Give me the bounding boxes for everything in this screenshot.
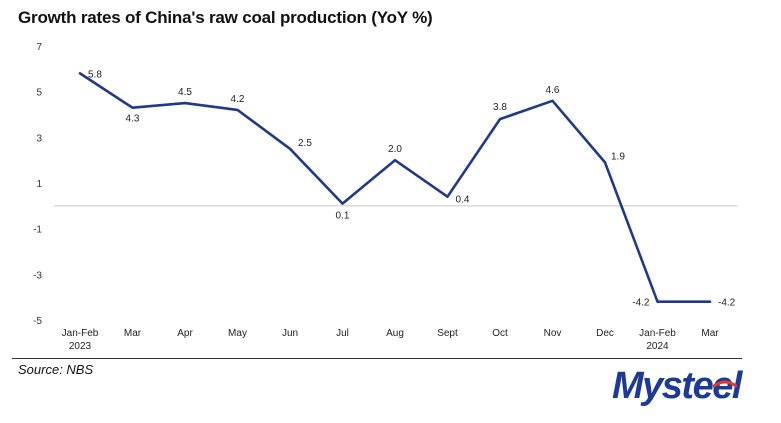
x-tick-label: Oct [492, 328, 508, 339]
x-tick-label: Dec [596, 328, 614, 339]
x-tick-label: Jul [336, 328, 349, 339]
x-tick-label: Sept [437, 328, 458, 339]
y-axis: 7 5 3 1 -1 -3 -5 [33, 42, 42, 327]
x-year-label: 2023 [69, 341, 92, 352]
chart-title: Growth rates of China's raw coal product… [18, 8, 433, 27]
x-tick-label: Nov [544, 328, 562, 339]
y-tick-label: 3 [36, 133, 42, 144]
data-label: -4.2 [718, 298, 736, 309]
x-tick-label: Mar [124, 328, 142, 339]
data-label: 4.3 [126, 114, 140, 125]
data-label: -4.2 [632, 298, 650, 309]
data-label: 4.2 [231, 94, 245, 105]
data-label: 2.0 [388, 144, 402, 155]
series-line [78, 72, 712, 304]
x-tick-label: May [228, 328, 247, 339]
data-labels: 5.8 4.3 4.5 4.2 2.5 0.1 2.0 0.4 3.8 4.6 1.9 -4.2 -4.… [88, 69, 736, 308]
x-tick-label: Jan-Feb [62, 328, 99, 339]
y-tick-label: -3 [33, 270, 42, 281]
data-label: 1.9 [611, 151, 625, 162]
data-label: 4.5 [178, 87, 192, 98]
x-tick-label: Jan-Feb [639, 328, 676, 339]
source-note: Source: NBS [18, 362, 94, 377]
footer-divider [12, 358, 742, 359]
y-tick-label: -5 [33, 316, 42, 327]
x-tick-label: Aug [386, 328, 404, 339]
data-label: 4.6 [546, 85, 560, 96]
data-label: 3.8 [493, 102, 507, 113]
y-tick-label: 1 [36, 179, 42, 190]
logo-accent-icon [713, 380, 737, 388]
y-tick-label: 5 [36, 88, 42, 99]
x-tick-label: Apr [177, 328, 193, 339]
mysteel-logo: Mysteel [612, 365, 742, 407]
data-label: 2.5 [298, 138, 312, 149]
series-group [78, 72, 712, 304]
data-label: 0.4 [456, 195, 470, 206]
line-chart: 7 5 3 1 -1 -3 -5 Jan-Feb Mar Apr May Jun Jul Aug Sept… [33, 42, 738, 352]
data-label: 0.1 [336, 211, 350, 222]
x-axis: Jan-Feb Mar Apr May Jun Jul Aug Sept Oct Nov Dec Ja… [62, 328, 720, 352]
data-label: 5.8 [88, 69, 102, 80]
y-tick-label: 7 [36, 42, 42, 53]
y-tick-label: -1 [33, 225, 42, 236]
x-tick-label: Mar [701, 328, 719, 339]
x-year-label: 2024 [646, 341, 669, 352]
x-tick-label: Jun [282, 328, 298, 339]
